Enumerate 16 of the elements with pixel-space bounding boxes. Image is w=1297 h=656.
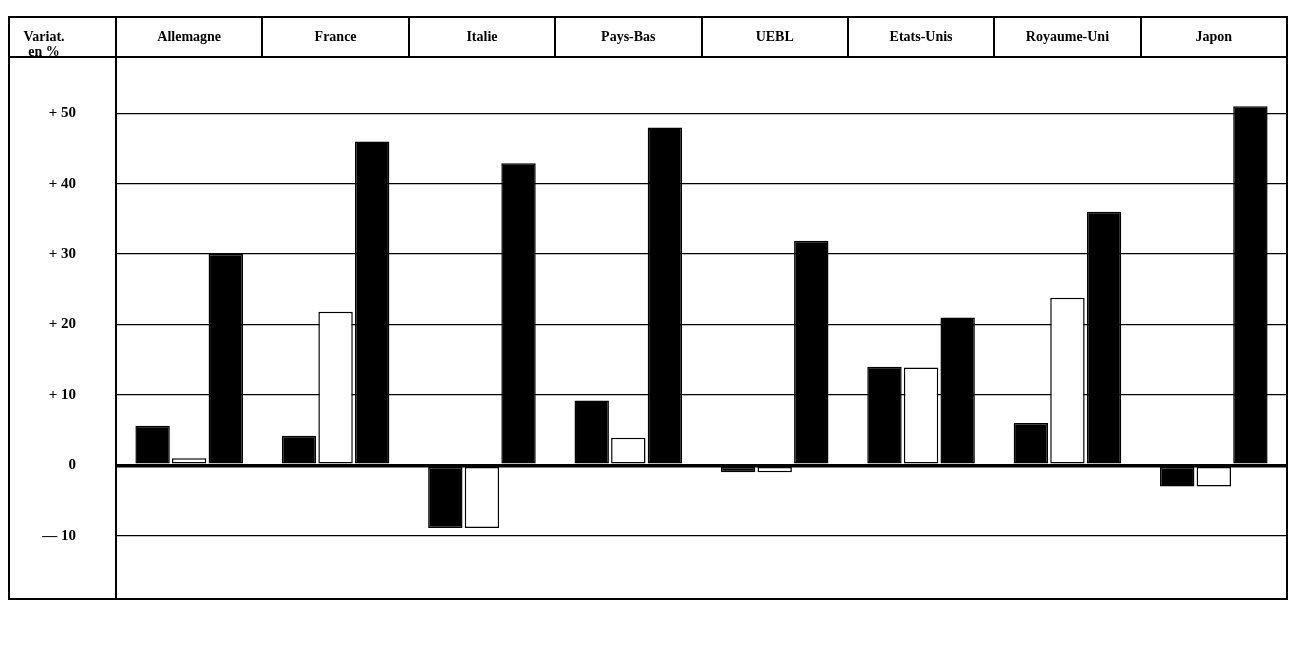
- y-tick-label: 0: [68, 456, 76, 473]
- x-tick-label: Italie: [466, 28, 498, 44]
- x-tick-label: Allemagne: [157, 28, 222, 44]
- x-tick-label: France: [314, 28, 357, 44]
- x-tick-label: UEBL: [755, 28, 794, 44]
- x-tick-label: Pays-Bas: [601, 28, 657, 44]
- y-tick-label: — 10: [41, 526, 76, 543]
- y-tick-label: + 20: [48, 315, 76, 332]
- y-tick-label: + 40: [48, 174, 76, 191]
- x-tick-label: Japon: [1195, 28, 1233, 44]
- x-tick-label: Royaume-Uni: [1025, 28, 1110, 44]
- y-tick-label: + 50: [48, 104, 76, 121]
- x-tick-label: Etats-Unis: [889, 28, 954, 44]
- y-axis-title: Variat. en %: [22, 29, 66, 59]
- y-tick-label: + 10: [48, 385, 76, 402]
- y-tick-label: + 30: [48, 244, 76, 261]
